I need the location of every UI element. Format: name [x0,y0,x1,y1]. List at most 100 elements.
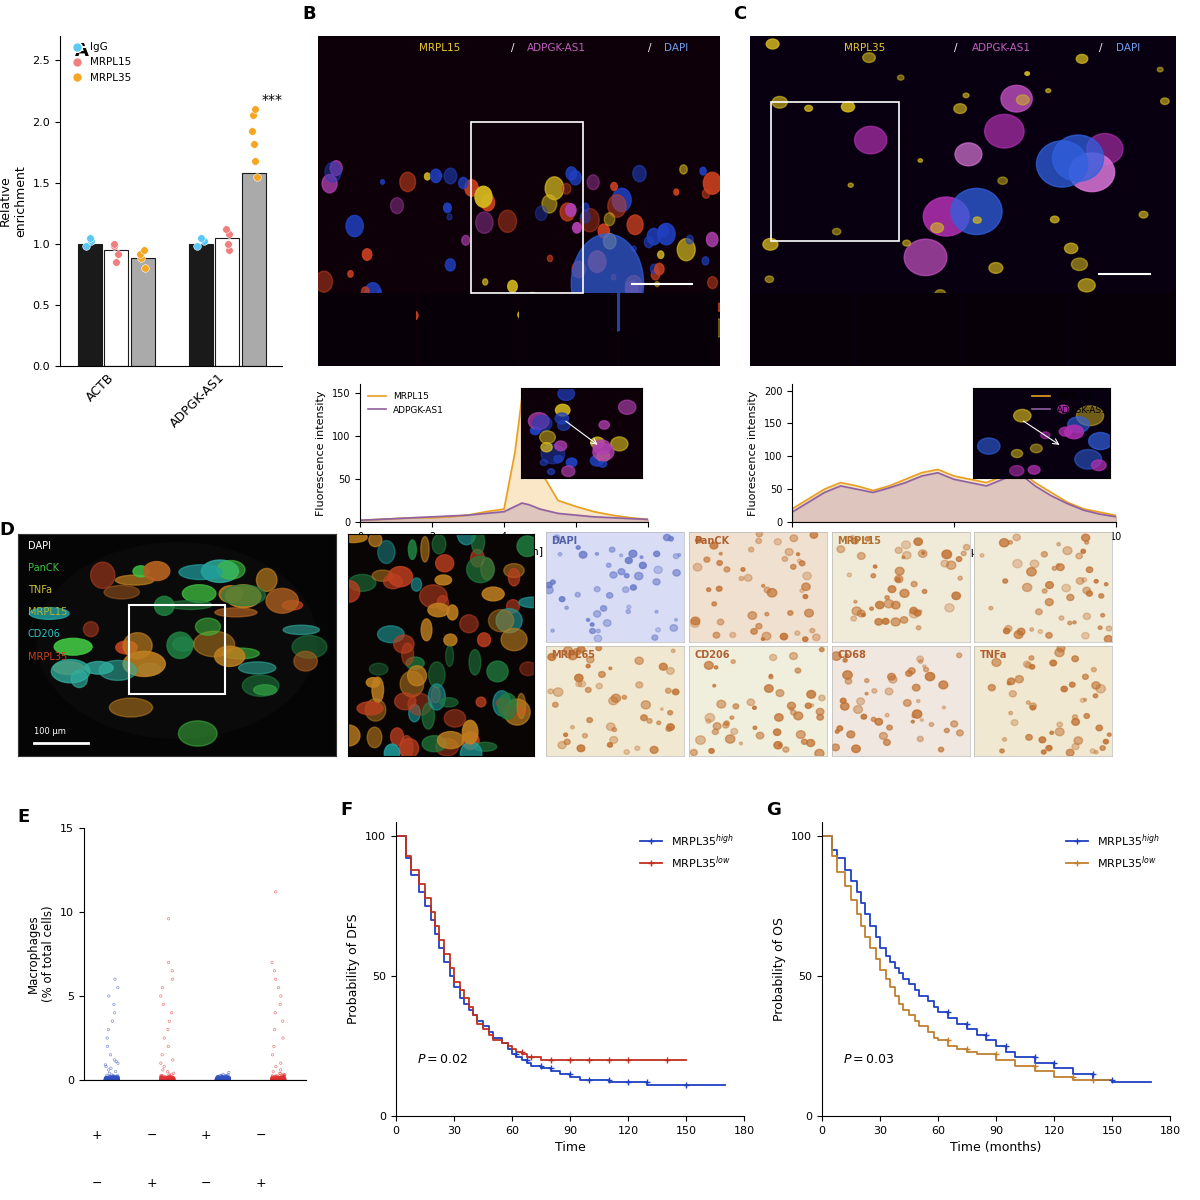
Ellipse shape [572,222,581,233]
Ellipse shape [666,726,672,731]
Ellipse shape [848,184,853,187]
Point [211,1069,230,1088]
Point [218,1069,238,1088]
Point [109,1070,128,1090]
Point [157,1069,176,1088]
ADPGK-AS1 [353,514,367,528]
Point [156,1069,175,1088]
Point [268,1069,287,1088]
Point [265,1069,284,1088]
Ellipse shape [883,739,890,745]
Point [156,1070,175,1090]
Point [209,1067,228,1086]
Point [104,1069,124,1088]
Point [272,1070,292,1090]
Ellipse shape [794,631,800,635]
Ellipse shape [655,263,664,275]
Point [156,1070,175,1090]
Ellipse shape [1050,731,1054,734]
Point [161,1070,180,1090]
Point [218,1070,238,1090]
Point [218,1069,238,1088]
Point [212,1069,232,1088]
Point [220,224,239,244]
Point [274,1069,293,1088]
Ellipse shape [572,262,586,277]
Point [217,1069,236,1088]
Point [163,1069,182,1088]
Point [98,1070,118,1090]
Ellipse shape [764,587,770,593]
Ellipse shape [1067,749,1074,756]
Text: A: A [74,42,89,60]
MRPL15 [522,420,536,434]
Point [154,1070,173,1090]
Point [160,1069,179,1088]
Point [154,1070,173,1090]
Point [210,1069,229,1088]
Point [161,1069,180,1088]
Ellipse shape [852,538,858,544]
Point [274,1069,293,1088]
Point [212,1070,232,1090]
Point [161,1069,180,1088]
Point [263,1069,282,1088]
Point [152,1070,172,1090]
Point [97,1069,116,1088]
Point [163,1070,182,1090]
Point [107,1069,126,1088]
Ellipse shape [892,601,900,608]
Point [220,240,239,259]
Point [154,1069,173,1088]
Point [98,1070,118,1090]
Point [154,1070,173,1090]
Point [270,1070,289,1090]
ADPGK-AS1 [1012,466,1026,480]
Point [211,1069,230,1088]
Ellipse shape [1081,534,1090,541]
Ellipse shape [1098,626,1102,629]
Ellipse shape [1073,715,1078,719]
Text: $P = 0.03$: $P = 0.03$ [842,1054,894,1066]
Ellipse shape [338,581,360,602]
Point [156,1069,175,1088]
Point [215,1069,234,1088]
Point [211,1069,230,1088]
Point [269,1069,288,1088]
Point [265,1069,284,1088]
Point [155,1069,174,1088]
Point [265,1070,284,1090]
Ellipse shape [1048,745,1052,750]
Ellipse shape [631,246,636,252]
Ellipse shape [964,545,970,550]
Point [161,1069,180,1088]
Point [164,1069,184,1088]
Point [262,1070,281,1090]
Point [162,1070,181,1090]
Ellipse shape [924,667,929,672]
Ellipse shape [394,635,414,653]
Point [218,1070,238,1090]
Point [156,1070,175,1090]
Point [272,1070,292,1090]
Ellipse shape [1030,628,1033,631]
Point [151,1070,170,1090]
Point [108,1054,127,1073]
Point [212,1069,232,1088]
Point [265,1069,284,1088]
Point [104,1069,124,1088]
Point [216,1067,235,1086]
Ellipse shape [918,550,926,557]
Point [215,1069,234,1088]
Point [151,1069,170,1088]
Point [220,1070,239,1090]
Text: B: B [302,5,316,23]
Ellipse shape [686,323,697,336]
Point [275,1070,294,1090]
Ellipse shape [876,601,884,608]
Point [155,1070,174,1090]
Point [209,1069,228,1088]
Ellipse shape [607,743,612,748]
Point [271,1069,290,1088]
Point [100,1063,119,1082]
